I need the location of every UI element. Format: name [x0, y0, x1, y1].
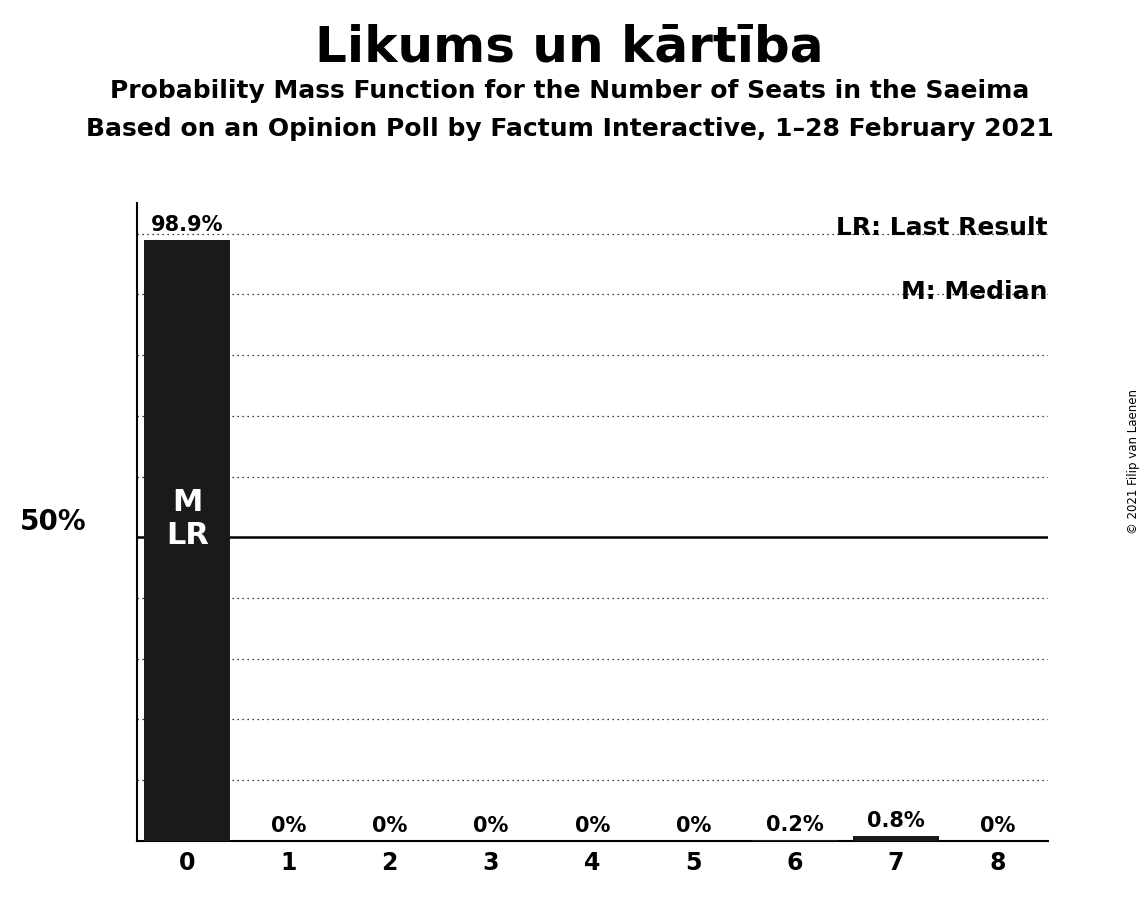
Text: M
LR: M LR	[166, 488, 208, 551]
Text: 98.9%: 98.9%	[151, 215, 223, 236]
Text: Probability Mass Function for the Number of Seats in the Saeima: Probability Mass Function for the Number…	[109, 79, 1030, 103]
Text: 50%: 50%	[21, 508, 87, 536]
Text: 0%: 0%	[474, 816, 509, 836]
Bar	[853, 836, 939, 841]
Text: 0.2%: 0.2%	[765, 815, 823, 834]
Text: Likums un kārtība: Likums un kārtība	[316, 23, 823, 71]
Text: M: Median: M: Median	[901, 280, 1048, 304]
Text: 0%: 0%	[271, 816, 306, 836]
Text: 0%: 0%	[372, 816, 408, 836]
Text: 0%: 0%	[675, 816, 711, 836]
Bar	[752, 840, 838, 841]
Text: 0.8%: 0.8%	[867, 811, 925, 831]
Text: 0%: 0%	[980, 816, 1015, 836]
Text: Based on an Opinion Poll by Factum Interactive, 1–28 February 2021: Based on an Opinion Poll by Factum Inter…	[85, 117, 1054, 141]
Bar	[145, 240, 230, 841]
Text: © 2021 Filip van Laenen: © 2021 Filip van Laenen	[1126, 390, 1139, 534]
Text: 0%: 0%	[574, 816, 611, 836]
Text: LR: Last Result: LR: Last Result	[836, 216, 1048, 240]
